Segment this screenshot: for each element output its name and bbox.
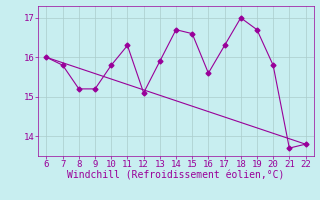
X-axis label: Windchill (Refroidissement éolien,°C): Windchill (Refroidissement éolien,°C) bbox=[67, 171, 285, 181]
